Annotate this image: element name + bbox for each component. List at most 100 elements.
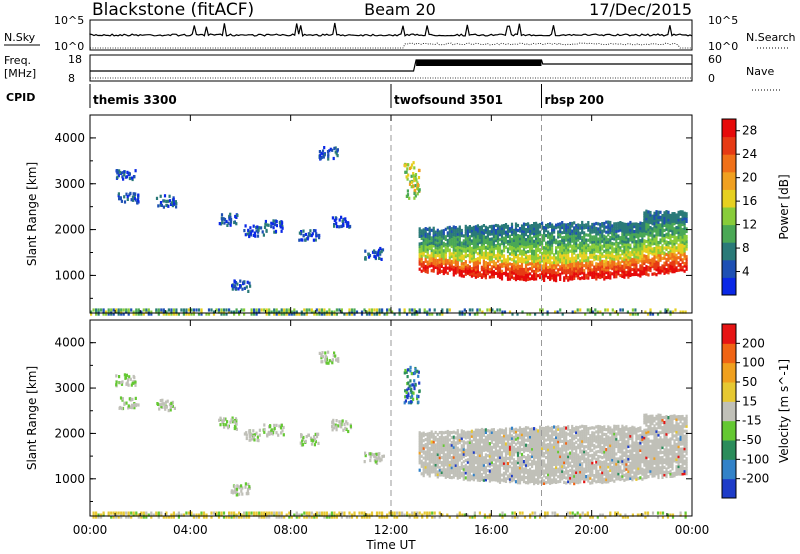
data-cell bbox=[508, 472, 512, 476]
data-cell bbox=[553, 270, 556, 274]
data-cell bbox=[446, 444, 449, 448]
data-cell bbox=[581, 231, 584, 235]
data-cell bbox=[607, 248, 610, 252]
data-cell bbox=[518, 269, 522, 273]
data-cell bbox=[468, 445, 471, 449]
data-cell bbox=[426, 472, 429, 476]
data-cell bbox=[625, 255, 628, 259]
data-cell bbox=[514, 270, 518, 274]
data-cell bbox=[663, 256, 666, 260]
data-cell bbox=[621, 257, 624, 261]
data-cell bbox=[247, 228, 250, 232]
data-cell bbox=[147, 513, 150, 517]
data-cell bbox=[539, 468, 542, 472]
data-cell bbox=[422, 230, 425, 235]
panel-background bbox=[90, 320, 692, 516]
data-cell bbox=[510, 451, 514, 455]
data-cell bbox=[472, 253, 475, 257]
data-cell bbox=[338, 218, 341, 222]
data-cell bbox=[585, 246, 588, 250]
data-cell bbox=[180, 308, 183, 312]
data-cell bbox=[541, 251, 544, 255]
freq-tick-bottom: 8 bbox=[68, 72, 75, 85]
data-cell bbox=[420, 439, 423, 443]
data-cell bbox=[500, 277, 504, 281]
data-cell bbox=[498, 480, 502, 484]
data-cell bbox=[434, 460, 437, 464]
data-cell bbox=[438, 511, 441, 515]
data-cell bbox=[605, 240, 608, 244]
data-cell bbox=[615, 270, 618, 274]
data-cell bbox=[641, 232, 644, 236]
data-cell bbox=[621, 272, 624, 276]
data-cell bbox=[334, 146, 337, 150]
data-cell bbox=[426, 250, 429, 254]
data-cell bbox=[634, 312, 637, 316]
data-cell bbox=[432, 249, 435, 253]
data-cell bbox=[502, 271, 506, 276]
data-cell bbox=[549, 277, 552, 281]
data-cell bbox=[541, 259, 544, 263]
data-cell bbox=[547, 480, 550, 484]
data-cell bbox=[516, 276, 520, 280]
data-cell bbox=[520, 460, 524, 464]
data-cell bbox=[573, 231, 576, 235]
data-cell bbox=[518, 441, 522, 445]
data-cell bbox=[634, 308, 637, 312]
data-cell bbox=[553, 440, 556, 444]
data-cell bbox=[609, 246, 612, 250]
data-cell bbox=[657, 220, 660, 224]
data-cell bbox=[595, 229, 598, 233]
data-cell bbox=[438, 473, 441, 477]
data-cell bbox=[418, 168, 421, 173]
data-cell bbox=[597, 229, 600, 234]
data-cell bbox=[492, 433, 495, 437]
data-cell bbox=[431, 511, 434, 515]
data-cell bbox=[520, 433, 524, 437]
data-cell bbox=[671, 214, 674, 218]
data-cell bbox=[460, 256, 463, 260]
data-cell bbox=[488, 459, 491, 463]
data-cell bbox=[118, 197, 121, 201]
data-cell bbox=[547, 458, 550, 462]
data-cell bbox=[246, 232, 249, 236]
data-cell bbox=[217, 513, 221, 517]
data-cell bbox=[478, 478, 481, 482]
data-cell bbox=[458, 475, 461, 479]
data-cell bbox=[653, 239, 656, 243]
data-cell bbox=[518, 451, 522, 455]
data-cell bbox=[360, 511, 364, 515]
data-cell bbox=[350, 312, 354, 316]
data-cell bbox=[233, 220, 236, 225]
data-cell bbox=[500, 436, 504, 440]
data-cell bbox=[557, 263, 560, 267]
data-cell bbox=[472, 266, 475, 270]
data-cell bbox=[520, 435, 524, 439]
data-cell bbox=[293, 513, 296, 517]
data-cell bbox=[535, 262, 538, 266]
data-cell bbox=[202, 511, 206, 515]
data-cell bbox=[502, 479, 506, 483]
data-cell bbox=[514, 237, 518, 241]
data-cell bbox=[248, 513, 251, 517]
data-cell bbox=[468, 252, 471, 256]
data-cell bbox=[130, 176, 133, 180]
data-cell bbox=[522, 447, 526, 451]
data-cell bbox=[512, 473, 516, 477]
data-cell bbox=[225, 308, 228, 312]
data-cell bbox=[157, 308, 160, 312]
data-cell bbox=[545, 274, 548, 278]
data-cell bbox=[541, 234, 544, 238]
data-cell bbox=[533, 249, 536, 253]
data-cell bbox=[549, 464, 552, 468]
data-cell bbox=[502, 249, 506, 253]
data-cell bbox=[609, 271, 612, 275]
data-cell bbox=[456, 230, 459, 234]
data-cell bbox=[611, 224, 614, 228]
data-cell bbox=[541, 476, 544, 480]
data-cell bbox=[625, 270, 628, 274]
data-cell bbox=[480, 477, 483, 482]
data-cell bbox=[496, 259, 500, 263]
data-cell bbox=[470, 259, 473, 263]
data-cell bbox=[177, 312, 180, 316]
